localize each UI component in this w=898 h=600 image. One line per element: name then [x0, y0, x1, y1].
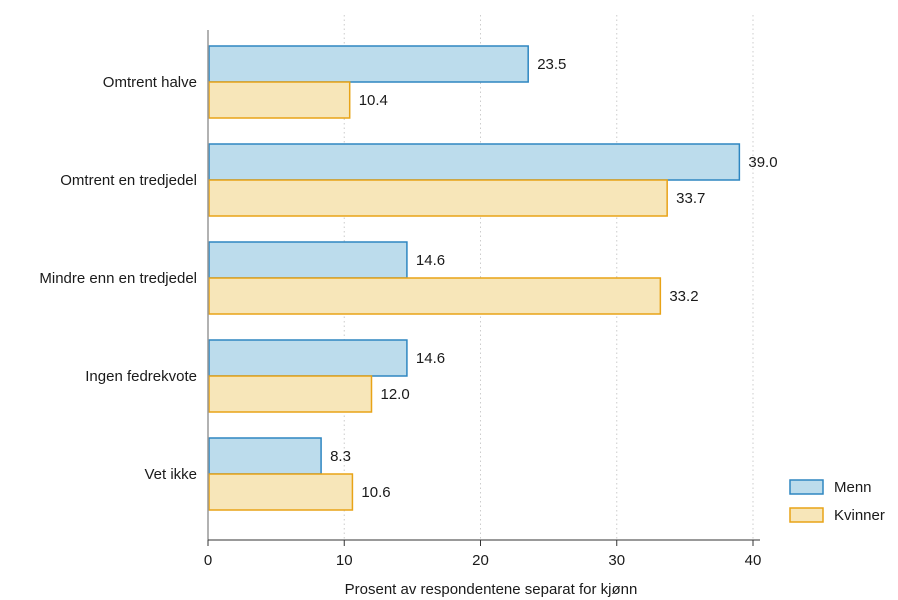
- x-axis-title: Prosent av respondentene separat for kjø…: [345, 581, 638, 598]
- bar-kvinner: [208, 81, 351, 119]
- value-label: 33.2: [669, 288, 698, 305]
- x-tick-label-20: 20: [472, 552, 489, 569]
- legend-label-kvinner: Kvinner: [834, 507, 885, 524]
- value-label: 12.0: [381, 386, 410, 403]
- bars: [208, 45, 741, 511]
- legend-swatch-kvinner: [789, 507, 824, 523]
- legend-label-menn: Menn: [834, 479, 872, 496]
- value-label: 10.4: [359, 92, 388, 109]
- x-ticks: 0 10 20 30 40: [204, 540, 762, 569]
- value-labels: 23.5 10.4 39.0 33.7 14.6 33.2 14.6 12.0 8.3 10.6: [330, 56, 777, 501]
- bar-menn: [208, 241, 408, 279]
- category-labels: Omtrent halve Omtrent en tredjedel Mindre …: [39, 74, 197, 483]
- value-label: 14.6: [416, 350, 445, 367]
- category-label: Ingen fedrekvote: [85, 368, 197, 385]
- bar-kvinner: [208, 375, 373, 413]
- value-label: 23.5: [537, 56, 566, 73]
- x-tick-label-0: 0: [204, 552, 212, 569]
- legend: Menn Kvinner: [789, 479, 885, 524]
- value-label: 33.7: [676, 190, 705, 207]
- bar-menn: [208, 437, 322, 475]
- x-tick-label-10: 10: [336, 552, 353, 569]
- value-label: 8.3: [330, 448, 351, 465]
- category-label: Vet ikke: [144, 466, 197, 483]
- x-tick-label-30: 30: [608, 552, 625, 569]
- value-label: 14.6: [416, 252, 445, 269]
- category-label: Omtrent halve: [103, 74, 197, 91]
- axes: [207, 30, 760, 541]
- value-label: 10.6: [361, 484, 390, 501]
- bar-menn: [208, 143, 741, 181]
- category-label: Mindre enn en tredjedel: [39, 270, 197, 287]
- category-label: Omtrent en tredjedel: [60, 172, 197, 189]
- bar-menn: [208, 45, 529, 83]
- bar-kvinner: [208, 179, 668, 217]
- x-tick-label-40: 40: [745, 552, 762, 569]
- bar-kvinner: [208, 473, 354, 511]
- legend-swatch-menn: [789, 479, 824, 495]
- bar-menn: [208, 339, 408, 377]
- bar-kvinner: [208, 277, 662, 315]
- value-label: 39.0: [748, 154, 777, 171]
